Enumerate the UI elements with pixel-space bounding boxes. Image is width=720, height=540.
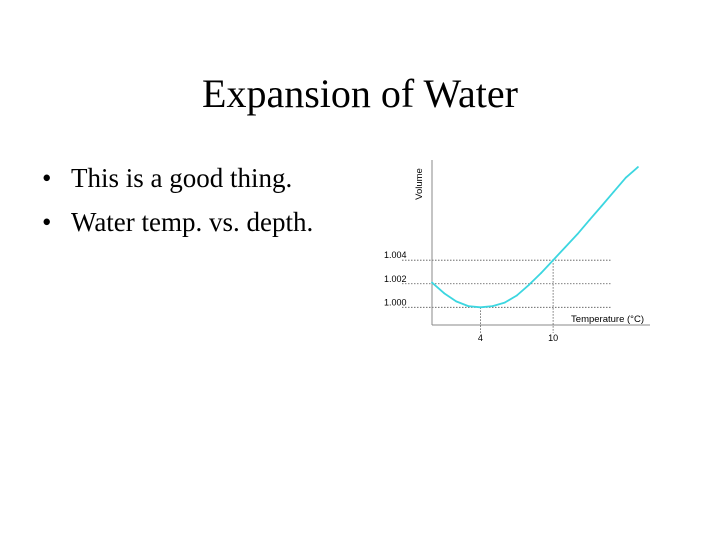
volume-data-point [515,294,518,297]
volume-data-point [552,259,555,262]
slide-title: Expansion of Water [202,71,518,116]
y-tick-label: 1.004 [384,250,407,260]
x-tick-label: 4 [478,333,483,343]
grid-layer [402,259,612,333]
bullet-list: • This is a good thing. • Water temp. vs… [42,163,313,251]
y-axis-label: Volume [414,168,425,200]
volume-data-point [624,176,627,179]
volume-data-point [479,306,482,309]
axis-layer [431,160,650,326]
volume-data-point [431,281,433,284]
bullet-item: • Water temp. vs. depth. [42,207,313,251]
x-axis-label: Temperature (°C) [571,314,644,325]
y-tick-label: 1.000 [384,297,407,307]
label-layer: 1.000 1.002 1.004 4 10 Temperature (°C) Volume [384,168,644,343]
volume-temperature-chart: 1.000 1.002 1.004 4 10 Temperature (°C) Volume [380,150,660,350]
bullet-dot-icon: • [42,207,52,237]
volume-data-point [491,305,494,308]
x-tick-label: 10 [548,333,558,343]
volume-data-point [527,284,530,286]
volume-data-point [503,301,506,304]
series-layer [431,166,639,309]
y-tick-label: 1.002 [384,274,407,284]
bullet-text: Water temp. vs. depth. [71,207,314,237]
volume-data-point [612,190,615,193]
volume-data-point [588,219,591,222]
volume-data-point [576,233,579,236]
volume-data-point [636,166,639,168]
volume-data-point [467,305,470,308]
volume-data-point [564,246,567,249]
bullet-item: • This is a good thing. [42,163,313,207]
volume-data-point [540,272,542,275]
bullet-text: This is a good thing. [71,163,293,193]
volume-data-point [455,300,458,303]
bullet-dot-icon: • [42,163,52,193]
volume-data-point [600,205,603,207]
volume-curve-line [431,166,639,309]
chart-svg: 1.000 1.002 1.004 4 10 Temperature (°C) Volume [384,160,650,343]
volume-data-point [443,292,446,295]
